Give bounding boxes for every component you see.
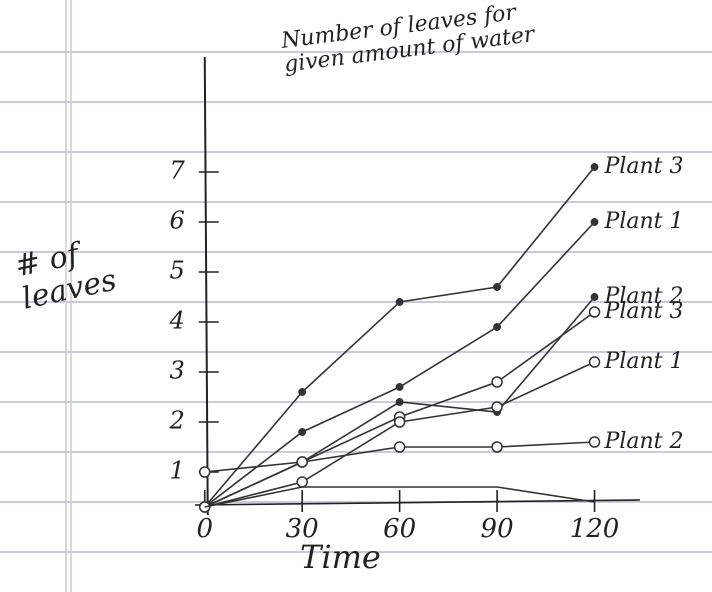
y-axis [205, 57, 208, 515]
data-point [299, 389, 305, 395]
data-point [297, 457, 307, 467]
notebook-page: 12345670306090120Plant 3Plant 1Plant 3Pl… [0, 0, 712, 592]
data-point [492, 442, 502, 452]
data-point [299, 429, 305, 435]
x-tick-label: 0 [196, 514, 213, 544]
data-point [200, 467, 210, 477]
data-point [492, 377, 502, 387]
data-point [297, 477, 307, 487]
series-label: Plant 1 [604, 349, 684, 374]
series-label: Plant 3 [604, 154, 684, 179]
data-point [494, 324, 500, 330]
data-point [494, 284, 500, 290]
y-tick-label: 6 [169, 207, 184, 235]
data-point [591, 219, 597, 225]
data-point [396, 399, 402, 405]
data-point [396, 384, 402, 390]
x-tick-label: 60 [383, 514, 416, 544]
data-point [591, 164, 597, 170]
series-label: Plant 2 [604, 284, 684, 309]
series-line [205, 167, 595, 507]
x-tick-label: 90 [481, 514, 514, 544]
y-tick-label: 5 [169, 257, 184, 285]
y-tick-label: 3 [169, 357, 184, 385]
x-tick-label: 120 [570, 514, 620, 544]
data-point [396, 299, 402, 305]
data-point [590, 357, 600, 367]
series-line [205, 222, 595, 507]
data-point [492, 402, 502, 412]
series-label: Plant 1 [604, 209, 684, 234]
data-point [395, 417, 405, 427]
y-tick-label: 2 [168, 407, 184, 435]
data-point [395, 442, 405, 452]
data-point [590, 307, 600, 317]
x-axis-label: Time [300, 540, 381, 575]
y-tick-label: 7 [169, 157, 185, 185]
y-tick-label: 1 [169, 457, 184, 485]
series-line [205, 312, 595, 507]
data-point [591, 294, 597, 300]
series-label: Plant 2 [604, 429, 684, 454]
data-point [590, 437, 600, 447]
y-tick-label: 4 [168, 307, 184, 335]
